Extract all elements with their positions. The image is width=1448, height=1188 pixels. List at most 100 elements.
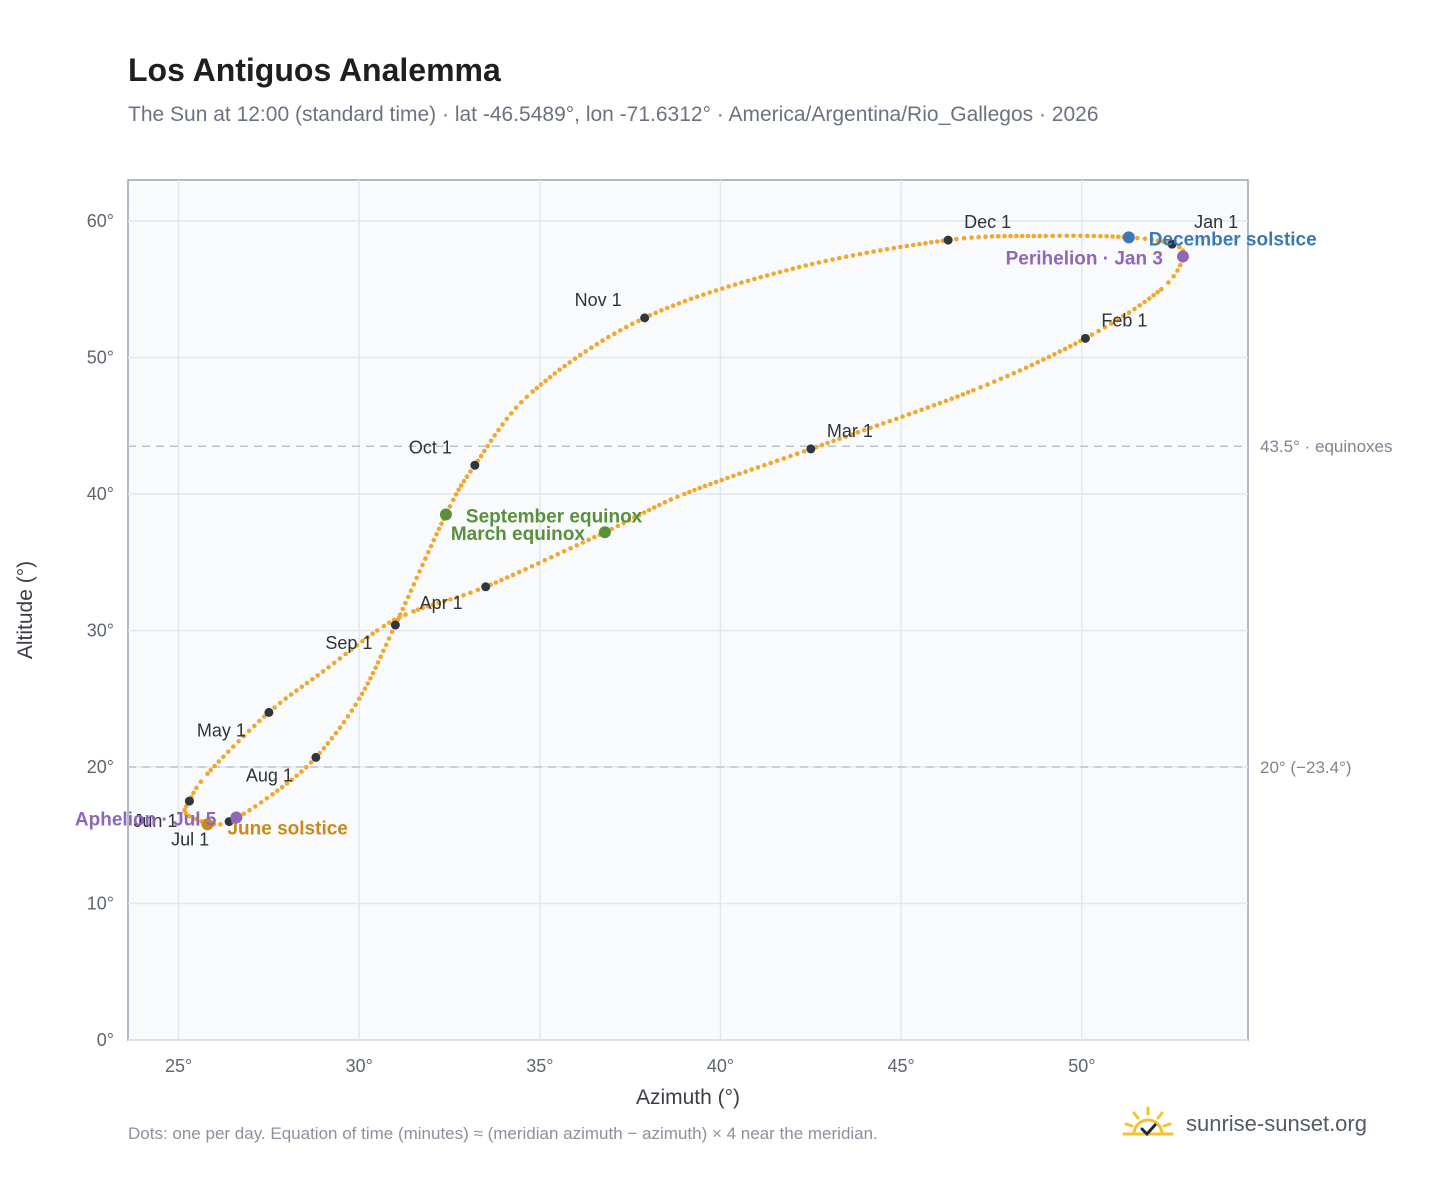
x-tick-label: 25° (165, 1056, 192, 1076)
month-label: Mar 1 (827, 421, 873, 441)
daily-sun-dot (417, 569, 422, 574)
daily-sun-dot (387, 620, 392, 625)
daily-sun-dot (329, 736, 335, 741)
month-label: Apr 1 (420, 593, 463, 613)
daily-sun-dot (720, 286, 725, 291)
brand-logo[interactable]: sunrise-sunset.org (1120, 1102, 1390, 1146)
y-tick-label: 10° (87, 893, 114, 913)
daily-sun-dot (923, 240, 928, 246)
daily-sun-dot (664, 305, 670, 311)
daily-sun-dot (1159, 286, 1164, 292)
daily-sun-dot (983, 234, 988, 239)
daily-sun-dot (552, 371, 558, 376)
month-marker (184, 796, 194, 806)
daily-sun-dot (1041, 357, 1046, 362)
daily-sun-dot (768, 460, 773, 466)
daily-sun-dot (264, 796, 270, 801)
month-label: Jan 1 (1194, 212, 1238, 232)
daily-sun-dot (713, 479, 719, 485)
y-tick-label: 50° (87, 347, 114, 367)
daily-sun-dot (1155, 289, 1160, 295)
daily-sun-dot (400, 606, 406, 612)
daily-sun-dot (675, 494, 680, 500)
daily-sun-dot (1023, 365, 1029, 371)
daily-sun-dot (1071, 233, 1076, 239)
daily-sun-dot (578, 352, 583, 358)
daily-sun-dot (277, 700, 283, 706)
month-marker (470, 460, 480, 470)
daily-sun-dot (843, 254, 849, 259)
daily-sun-dot (1035, 360, 1040, 365)
analemma-curve (182, 233, 1186, 827)
daily-sun-dot (1017, 368, 1023, 373)
y-tick-label: 30° (87, 620, 114, 640)
daily-sun-dot (1177, 244, 1182, 250)
daily-sun-dot (468, 469, 473, 474)
daily-sun-dot (389, 629, 395, 635)
event-label: Aphelion · Jul 5 (75, 809, 217, 830)
daily-sun-dot (803, 263, 808, 268)
daily-sun-dot (1068, 344, 1073, 349)
daily-sun-dot (855, 430, 861, 435)
daily-sun-dot (965, 390, 971, 395)
daily-sun-dot (534, 385, 540, 391)
daily-sun-dot (414, 575, 420, 581)
event-label: March equinox (451, 524, 586, 545)
daily-sun-dot (739, 280, 744, 286)
daily-sun-dot (468, 590, 473, 595)
daily-sun-dot (929, 240, 934, 245)
daily-sun-dot (592, 534, 597, 540)
daily-sun-dot (378, 654, 384, 659)
daily-sun-dot (543, 378, 548, 384)
daily-sun-dot (1147, 296, 1152, 301)
daily-sun-dot (1102, 325, 1108, 330)
daily-sun-dot (241, 733, 247, 739)
daily-sun-dot (906, 412, 912, 417)
daily-sun-dot (383, 642, 389, 648)
daily-sun-dot (1019, 233, 1025, 239)
daily-sun-dot (1116, 234, 1121, 240)
daily-sun-dot (1091, 233, 1097, 239)
daily-sun-dot (657, 502, 662, 508)
event-label: September equinox (466, 506, 643, 527)
daily-sun-dot (231, 744, 236, 749)
daily-sun-dot (676, 301, 682, 306)
daily-sun-dot (216, 759, 222, 764)
daily-sun-dot (381, 623, 387, 629)
daily-sun-dot (659, 308, 664, 313)
daily-sun-dot (1085, 233, 1090, 239)
daily-sun-dot (247, 807, 252, 813)
daily-sun-dot (283, 696, 289, 701)
daily-sun-dot (837, 255, 842, 261)
daily-sun-dot (574, 543, 580, 548)
daily-sun-dot (218, 822, 223, 827)
daily-sun-dot (1098, 233, 1103, 239)
month-label: Dec 1 (964, 212, 1011, 232)
daily-sun-dot (478, 453, 484, 459)
daily-sun-dot (850, 253, 856, 258)
daily-sun-dot (325, 741, 331, 746)
daily-sun-dot (893, 416, 899, 422)
daily-sun-dot (641, 510, 647, 515)
daily-sun-dot (713, 288, 719, 293)
daily-sun-dot (365, 635, 370, 640)
daily-sun-dot (606, 334, 611, 340)
daily-sun-dot (349, 647, 354, 652)
daily-sun-dot (504, 575, 510, 580)
daily-sun-dot (381, 648, 386, 654)
daily-sun-dot (630, 321, 635, 327)
daily-sun-dot (600, 338, 605, 343)
daily-sun-dot (708, 481, 713, 487)
daily-sun-dot (1011, 370, 1017, 376)
daily-sun-dot (572, 356, 578, 362)
daily-sun-dot (743, 469, 748, 475)
daily-sun-dot (331, 660, 337, 666)
daily-sun-dot (252, 723, 257, 729)
daily-sun-dot (226, 749, 231, 754)
daily-sun-dot (375, 628, 380, 633)
daily-sun-dot (725, 475, 730, 481)
daily-sun-dot (493, 580, 499, 585)
daily-sun-dot (258, 800, 264, 805)
